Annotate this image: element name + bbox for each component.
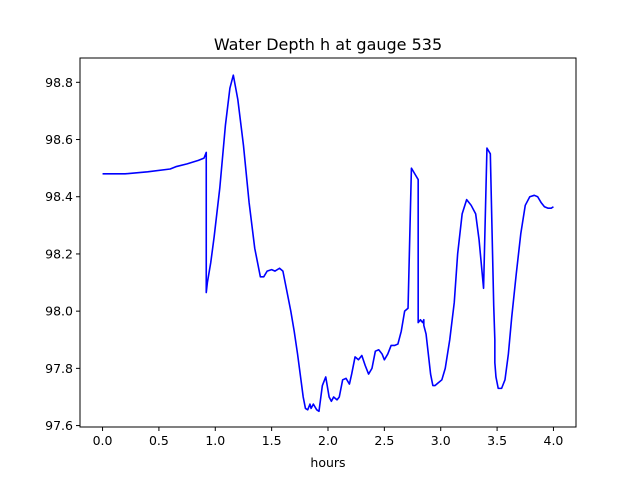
y-tick-label: 98.2	[45, 246, 73, 261]
x-tick-label: 4.0	[544, 433, 564, 448]
chart-title: Water Depth h at gauge 535	[214, 35, 442, 54]
x-tick-label: 1.0	[205, 433, 225, 448]
x-tick-label: 2.0	[318, 433, 338, 448]
x-tick-label: 3.5	[487, 433, 507, 448]
x-tick-label: 0.5	[149, 433, 169, 448]
y-axis: 97.6 97.8 98.0 98.2 98.4 98.6 98.8	[45, 75, 80, 433]
plot-area	[102, 74, 554, 413]
y-tick-label: 98.0	[45, 304, 73, 319]
y-tick-label: 98.8	[45, 75, 73, 90]
x-axis: 0.0 0.5 1.0 1.5 2.0 2.5 3.0 3.5 4.0	[93, 427, 564, 448]
y-tick-label: 98.4	[45, 189, 73, 204]
x-tick-label: 1.5	[262, 433, 282, 448]
x-tick-label: 3.0	[431, 433, 451, 448]
series-line	[102, 74, 554, 413]
y-tick-label: 98.6	[45, 132, 73, 147]
x-tick-label: 0.0	[93, 433, 113, 448]
y-tick-label: 97.8	[45, 361, 73, 376]
x-axis-label: hours	[310, 455, 345, 470]
x-tick-label: 2.5	[374, 433, 394, 448]
plot-frame	[79, 57, 577, 428]
y-tick-label: 97.6	[45, 418, 73, 433]
